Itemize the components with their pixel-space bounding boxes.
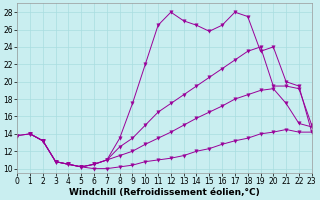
X-axis label: Windchill (Refroidissement éolien,°C): Windchill (Refroidissement éolien,°C) <box>69 188 260 197</box>
